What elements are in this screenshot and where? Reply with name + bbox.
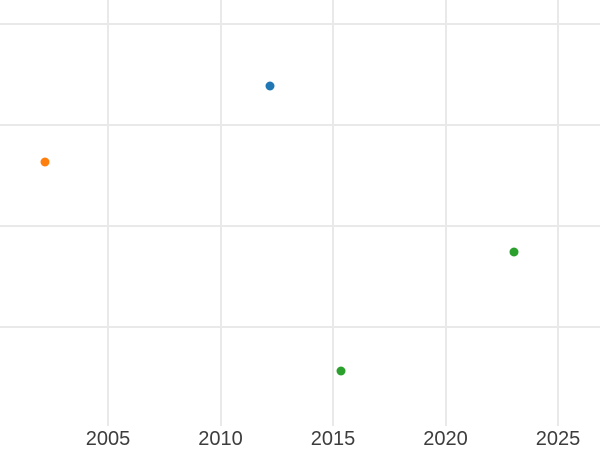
gridline-vertical [557, 0, 559, 426]
gridline-horizontal [0, 325, 600, 328]
gridline-vertical [332, 0, 334, 426]
gridline-horizontal [0, 224, 600, 227]
x-axis-tick-label: 2020 [423, 428, 468, 450]
data-point-green [336, 366, 345, 375]
gridline-horizontal [0, 22, 600, 25]
x-axis-tick-label: 2025 [535, 428, 581, 450]
x-axis-tick-label: 2015 [310, 428, 356, 450]
gridline-horizontal [0, 123, 600, 126]
gridline-vertical [219, 0, 222, 426]
data-point-orange [40, 157, 49, 166]
x-axis-tick-label: 2010 [198, 428, 243, 450]
gridline-vertical [107, 0, 109, 426]
x-axis-tick-label: 2005 [85, 428, 131, 450]
data-point-green [509, 247, 519, 257]
data-point-blue [265, 81, 274, 90]
gridline-vertical [444, 0, 447, 426]
